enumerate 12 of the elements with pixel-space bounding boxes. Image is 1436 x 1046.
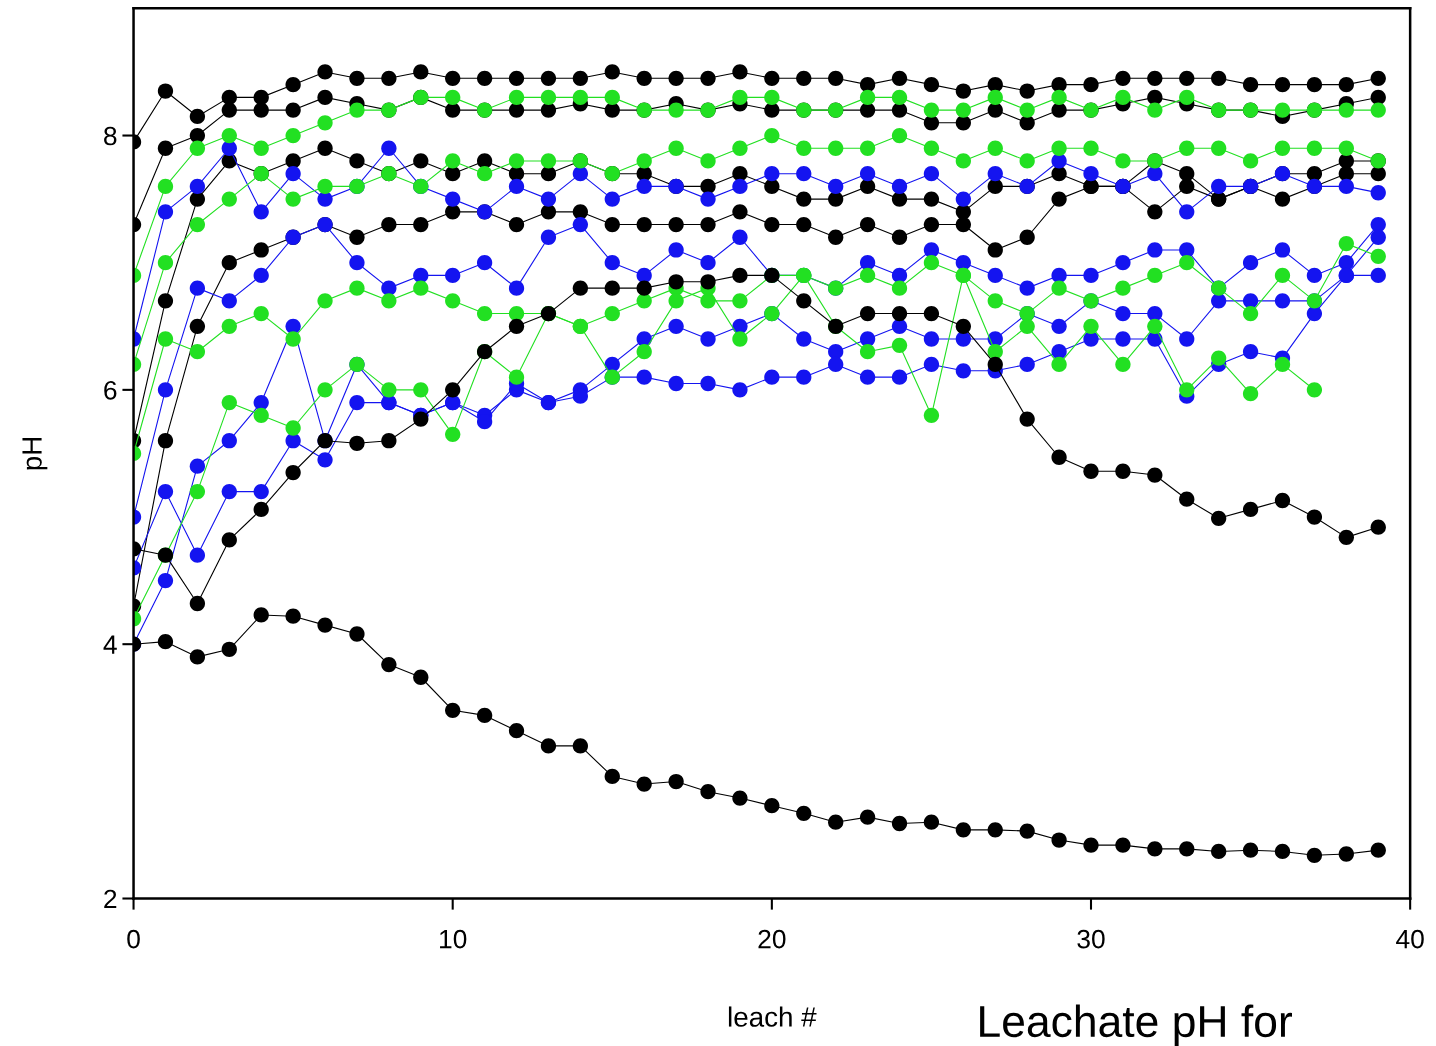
x-axis-title: leach # xyxy=(728,1006,817,1027)
x-tick-label: 30 xyxy=(1077,929,1105,949)
x-tick-label: 0 xyxy=(127,929,140,949)
x-tick-label: 10 xyxy=(440,929,467,949)
y-tick-label: 2 xyxy=(104,889,117,909)
y-tick-label: 8 xyxy=(104,126,117,146)
text: Leachate pH for xyxy=(980,1004,1292,1046)
y-tick-label: 4 xyxy=(103,635,117,654)
x-tick-label: 20 xyxy=(758,929,786,949)
y-axis-title: pH xyxy=(22,437,48,470)
y-tick-label: 6 xyxy=(104,380,117,400)
x-tick-label: 40 xyxy=(1396,929,1424,949)
